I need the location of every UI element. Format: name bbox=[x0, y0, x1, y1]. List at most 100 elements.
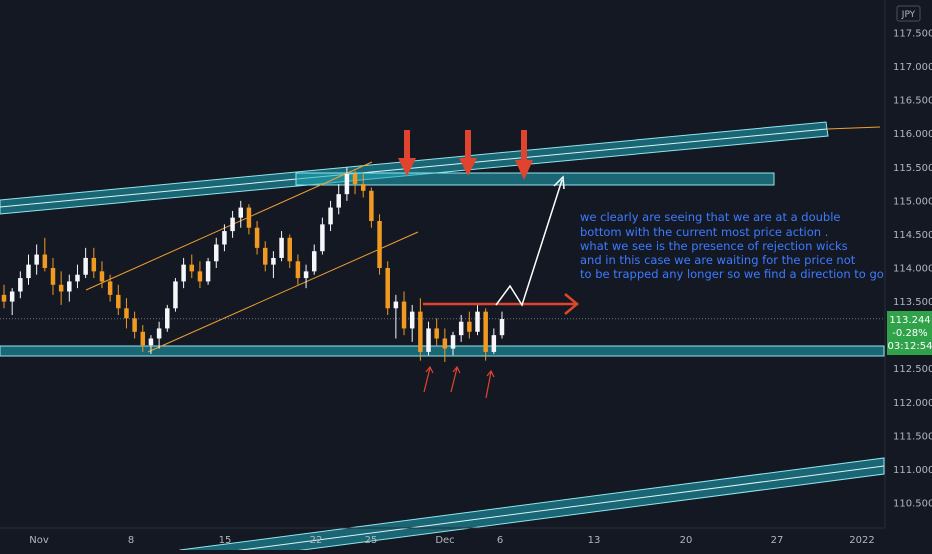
candle bbox=[230, 210, 235, 238]
drawing-layer[interactable] bbox=[0, 121, 885, 554]
candle-body bbox=[99, 271, 105, 282]
candle-body bbox=[450, 335, 456, 349]
candle bbox=[181, 257, 186, 289]
candle-body bbox=[173, 281, 178, 309]
candles-layer bbox=[1, 167, 505, 362]
candle bbox=[197, 261, 203, 289]
candle-body bbox=[1, 294, 7, 302]
price-axis[interactable]: 110.500111.000111.500112.000112.500113.0… bbox=[884, 0, 932, 528]
candle bbox=[246, 204, 252, 235]
candle bbox=[426, 321, 431, 356]
rejection-arrow-icon bbox=[423, 365, 434, 393]
rising-channel-bottom[interactable] bbox=[147, 231, 419, 353]
down-arrow-icon[interactable] bbox=[515, 130, 533, 180]
x-tick-label: Nov bbox=[29, 535, 49, 546]
candle-body bbox=[499, 319, 505, 336]
candle-body bbox=[483, 311, 488, 352]
candle bbox=[352, 170, 358, 195]
candle bbox=[271, 251, 276, 279]
candle-body bbox=[295, 261, 301, 279]
candle-body bbox=[222, 231, 227, 245]
candle-body bbox=[132, 318, 137, 332]
lower-channel-midline bbox=[206, 465, 885, 554]
currency-button[interactable]: JPY bbox=[896, 5, 921, 22]
candle-body bbox=[230, 217, 235, 232]
y-tick-label: 116.000 bbox=[893, 129, 932, 140]
candle bbox=[344, 167, 350, 201]
candle-body bbox=[418, 311, 423, 352]
candle bbox=[1, 284, 7, 309]
candle bbox=[467, 311, 472, 339]
y-tick-label: 117.000 bbox=[893, 62, 932, 73]
price-badge-price: 113.244 bbox=[889, 315, 930, 326]
candle bbox=[91, 247, 97, 279]
down-arrow-icon[interactable] bbox=[459, 130, 477, 176]
down-arrow-icon[interactable] bbox=[398, 130, 416, 176]
x-tick-label: 13 bbox=[588, 535, 601, 546]
candle-body bbox=[140, 331, 146, 346]
candle bbox=[442, 328, 448, 362]
x-tick-label: 15 bbox=[219, 535, 232, 546]
support-zone[interactable] bbox=[0, 345, 885, 357]
right-arrow-icon[interactable] bbox=[423, 293, 579, 315]
annotation-line: what we see is the presence of rejection… bbox=[580, 239, 848, 253]
rejection-arrow-icon bbox=[485, 369, 495, 399]
y-tick-label: 112.000 bbox=[893, 398, 932, 409]
candle-body bbox=[426, 328, 431, 352]
candle-body bbox=[434, 328, 439, 339]
candle-body bbox=[205, 261, 211, 282]
y-tick-label: 114.500 bbox=[893, 230, 932, 241]
resistance-zone[interactable] bbox=[295, 172, 775, 186]
rising-channel-top[interactable] bbox=[85, 161, 373, 291]
candle-body bbox=[287, 237, 292, 262]
candle bbox=[189, 254, 195, 279]
rejection-arrow-icon bbox=[450, 365, 461, 393]
candle-body bbox=[467, 321, 472, 332]
candle bbox=[450, 331, 456, 356]
candle bbox=[393, 294, 399, 339]
y-tick-label: 112.500 bbox=[893, 364, 932, 375]
candle-body bbox=[369, 190, 374, 221]
candle bbox=[18, 271, 23, 299]
candle-body bbox=[344, 174, 350, 195]
candle-body bbox=[263, 247, 268, 265]
candle bbox=[222, 224, 227, 252]
x-tick-label: 6 bbox=[497, 535, 503, 546]
time-axis[interactable]: Nov 8 15 22 25 Dec 6 13 20 27 2022 bbox=[0, 527, 885, 546]
candle bbox=[50, 257, 56, 295]
candle bbox=[165, 304, 170, 332]
projection-path-icon[interactable] bbox=[495, 175, 565, 307]
candle bbox=[67, 274, 72, 302]
candle bbox=[279, 231, 284, 262]
candle bbox=[34, 244, 39, 275]
candle-body bbox=[385, 268, 390, 309]
candle bbox=[360, 174, 366, 198]
candle-body bbox=[238, 207, 243, 218]
y-tick-label: 113.500 bbox=[893, 297, 932, 308]
candle-body bbox=[475, 311, 480, 332]
candle-body bbox=[271, 257, 276, 265]
candle-body bbox=[34, 254, 39, 265]
annotation-line: to be trapped any longer so we find a di… bbox=[580, 267, 884, 281]
candle-body bbox=[311, 251, 317, 272]
candle-body bbox=[165, 308, 170, 329]
x-tick-label: 20 bbox=[680, 535, 693, 546]
candle-body bbox=[246, 207, 252, 228]
candle bbox=[83, 247, 88, 279]
candle bbox=[116, 284, 121, 315]
candle bbox=[124, 298, 129, 329]
candle bbox=[377, 214, 382, 275]
lower-channel-zone[interactable] bbox=[179, 457, 885, 554]
upper-trendline[interactable] bbox=[826, 126, 881, 130]
candle-body bbox=[83, 257, 88, 275]
candle-body bbox=[156, 328, 162, 339]
y-tick-label: 111.000 bbox=[893, 465, 932, 476]
candle bbox=[336, 184, 341, 215]
candle bbox=[303, 264, 309, 289]
annotation-text[interactable]: we clearly are seeing that we are at a d… bbox=[580, 210, 884, 281]
candle-body bbox=[197, 271, 203, 282]
marker-layer[interactable] bbox=[398, 130, 579, 399]
